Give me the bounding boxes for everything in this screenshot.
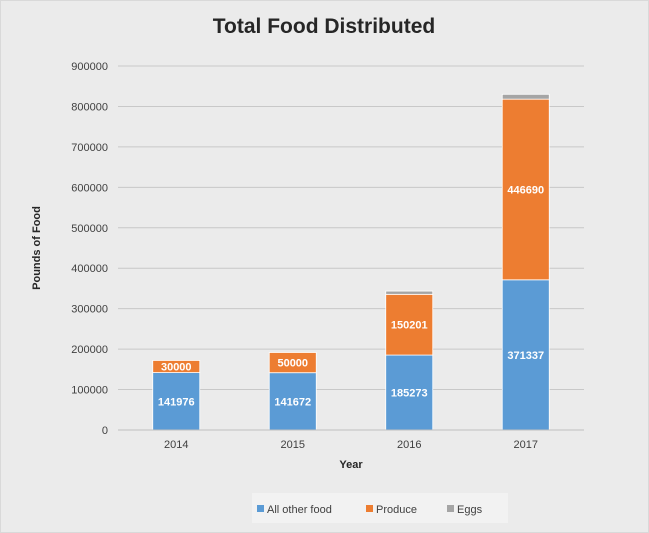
y-tick-label: 400000 [71, 263, 108, 275]
data-label: 371337 [507, 350, 544, 362]
bar-segment-produce [268, 352, 317, 374]
legend-label: All other food [267, 504, 332, 516]
y-axis-title: Pounds of Food [31, 206, 43, 290]
data-label: 141672 [274, 396, 311, 408]
legend-swatch [366, 505, 373, 512]
y-tick-label: 0 [102, 425, 108, 437]
x-axis-title: Year [339, 459, 363, 471]
y-tick-label: 900000 [71, 61, 108, 73]
bar-segment-all-other-food [501, 279, 550, 431]
data-label: 185273 [391, 388, 428, 400]
data-label: 150201 [391, 320, 428, 332]
bar-segment-eggs [385, 290, 434, 295]
y-tick-label: 100000 [71, 385, 108, 397]
x-tick-label: 2014 [164, 439, 188, 451]
legend: All other food Produce Eggs [252, 493, 508, 523]
chart-title: Total Food Distributed [213, 15, 435, 38]
legend-label: Eggs [457, 504, 483, 516]
data-label: 50000 [277, 358, 308, 370]
bars: 141976 30000 141672 50000 185273 150201 371337… [152, 93, 550, 431]
y-tick-label: 700000 [71, 142, 108, 154]
bar-segment-produce [152, 360, 201, 373]
legend-swatch [257, 505, 264, 512]
data-label: 446690 [507, 184, 544, 196]
bar-segment-produce [385, 293, 434, 356]
y-axis-ticks: 0 100000 200000 300000 400000 500000 600000 700… [71, 61, 108, 437]
data-label: 141976 [158, 396, 195, 408]
y-tick-label: 200000 [71, 344, 108, 356]
legend-label: Produce [376, 504, 417, 516]
x-tick-label: 2016 [397, 439, 421, 451]
legend-swatch [447, 505, 454, 512]
data-label: 30000 [161, 362, 192, 374]
y-tick-label: 600000 [71, 182, 108, 194]
y-tick-label: 800000 [71, 101, 108, 113]
legend-box [252, 493, 508, 523]
x-axis-ticks: 2014 2015 2016 2017 [164, 439, 538, 451]
x-tick-label: 2017 [514, 439, 538, 451]
y-tick-label: 500000 [71, 223, 108, 235]
bar-segment-eggs [501, 93, 550, 100]
x-tick-label: 2015 [281, 439, 305, 451]
bar-segment-all-other-food [385, 354, 434, 431]
y-tick-label: 300000 [71, 304, 108, 316]
